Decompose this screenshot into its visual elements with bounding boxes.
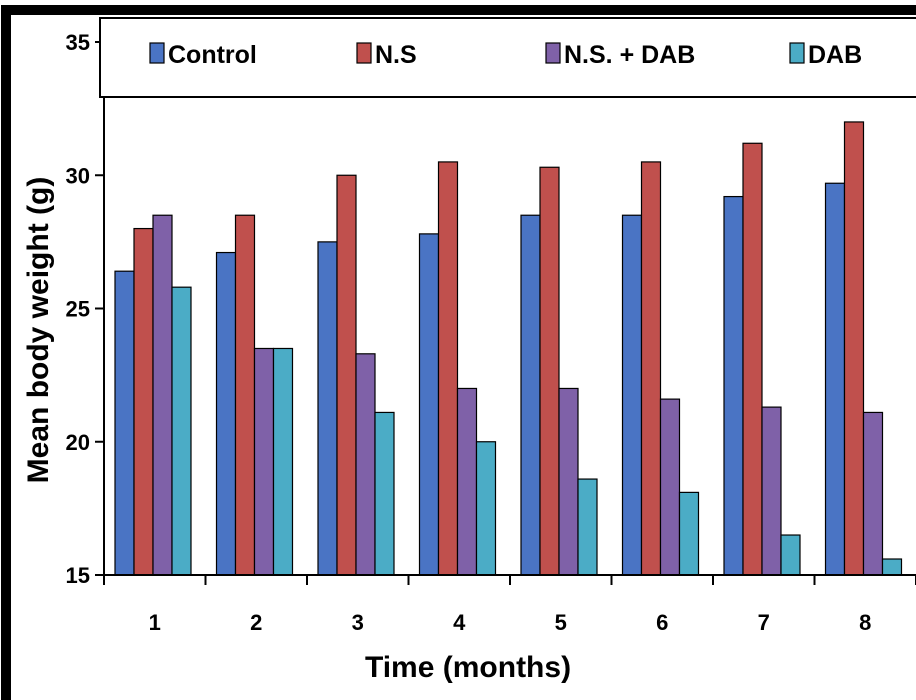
bar-dab-8 [881, 558, 903, 576]
bars [114, 121, 903, 576]
legend-label: N.S. + DAB [564, 41, 695, 69]
legend-box [99, 17, 916, 98]
y-tick-label: 25 [66, 297, 90, 322]
legend-label: Control [168, 41, 257, 69]
bar-n-s-dab-3 [355, 353, 376, 576]
bar-n-s-3 [336, 174, 357, 576]
bar-n-s-dab-7 [761, 406, 782, 576]
bar-n-s-dab-6 [659, 398, 681, 576]
x-tick-label: 5 [555, 610, 567, 635]
x-tick-label: 3 [352, 610, 364, 635]
bar-n-s-5 [539, 166, 560, 576]
x-tick-label: 2 [250, 610, 262, 635]
bar-n-s-2 [234, 214, 256, 576]
x-tick-label: 7 [758, 610, 770, 635]
y-tick-label: 30 [66, 163, 90, 188]
x-tick-label: 6 [656, 610, 668, 635]
legend-swatch [545, 42, 561, 64]
bar-dab-5 [577, 478, 598, 576]
bar-control-7 [723, 195, 744, 576]
bar-dab-6 [678, 491, 700, 576]
bar-control-4 [418, 233, 440, 576]
x-tick-label: 4 [453, 610, 466, 635]
x-tick-label: 8 [859, 610, 871, 635]
legend-swatch [149, 42, 165, 64]
bar-control-1 [114, 270, 135, 576]
legend: Control N.S N.S. + DAB DAB [99, 17, 916, 98]
bar-control-6 [621, 214, 643, 576]
bar-n-s-4 [437, 161, 459, 576]
bar-n-s-7 [742, 142, 763, 576]
y-tick-label: 20 [66, 430, 90, 455]
bar-control-8 [824, 182, 846, 576]
bar-control-2 [215, 251, 237, 576]
y-tick-label: 35 [66, 30, 90, 55]
bar-n-s-dab-2 [253, 347, 275, 576]
bar-n-s-1 [133, 227, 154, 576]
axes: 15 20 25 30 35 1 2 3 4 5 6 7 8 [66, 30, 916, 635]
x-axis-title: Time (months) [365, 651, 571, 684]
y-axis-title: Mean body weight (g) [22, 177, 55, 484]
bar-n-s-dab-4 [456, 387, 478, 576]
y-tick-label: 15 [66, 563, 90, 588]
bar-dab-2 [272, 347, 294, 576]
bar-dab-7 [780, 534, 801, 576]
legend-swatch [356, 42, 372, 64]
x-tick-label: 1 [149, 610, 161, 635]
bar-n-s-6 [640, 161, 662, 576]
bar-dab-4 [475, 441, 497, 576]
legend-label: DAB [808, 41, 862, 69]
legend-label: N.S [375, 41, 417, 69]
legend-swatch [789, 42, 805, 64]
bar-dab-3 [374, 411, 395, 576]
bar-n-s-8 [843, 121, 865, 576]
bar-dab-1 [171, 286, 192, 576]
bar-n-s-dab-8 [862, 411, 884, 576]
bar-control-3 [317, 241, 338, 576]
bar-control-5 [520, 214, 541, 576]
bar-n-s-dab-1 [152, 214, 173, 576]
bar-n-s-dab-5 [558, 387, 579, 576]
